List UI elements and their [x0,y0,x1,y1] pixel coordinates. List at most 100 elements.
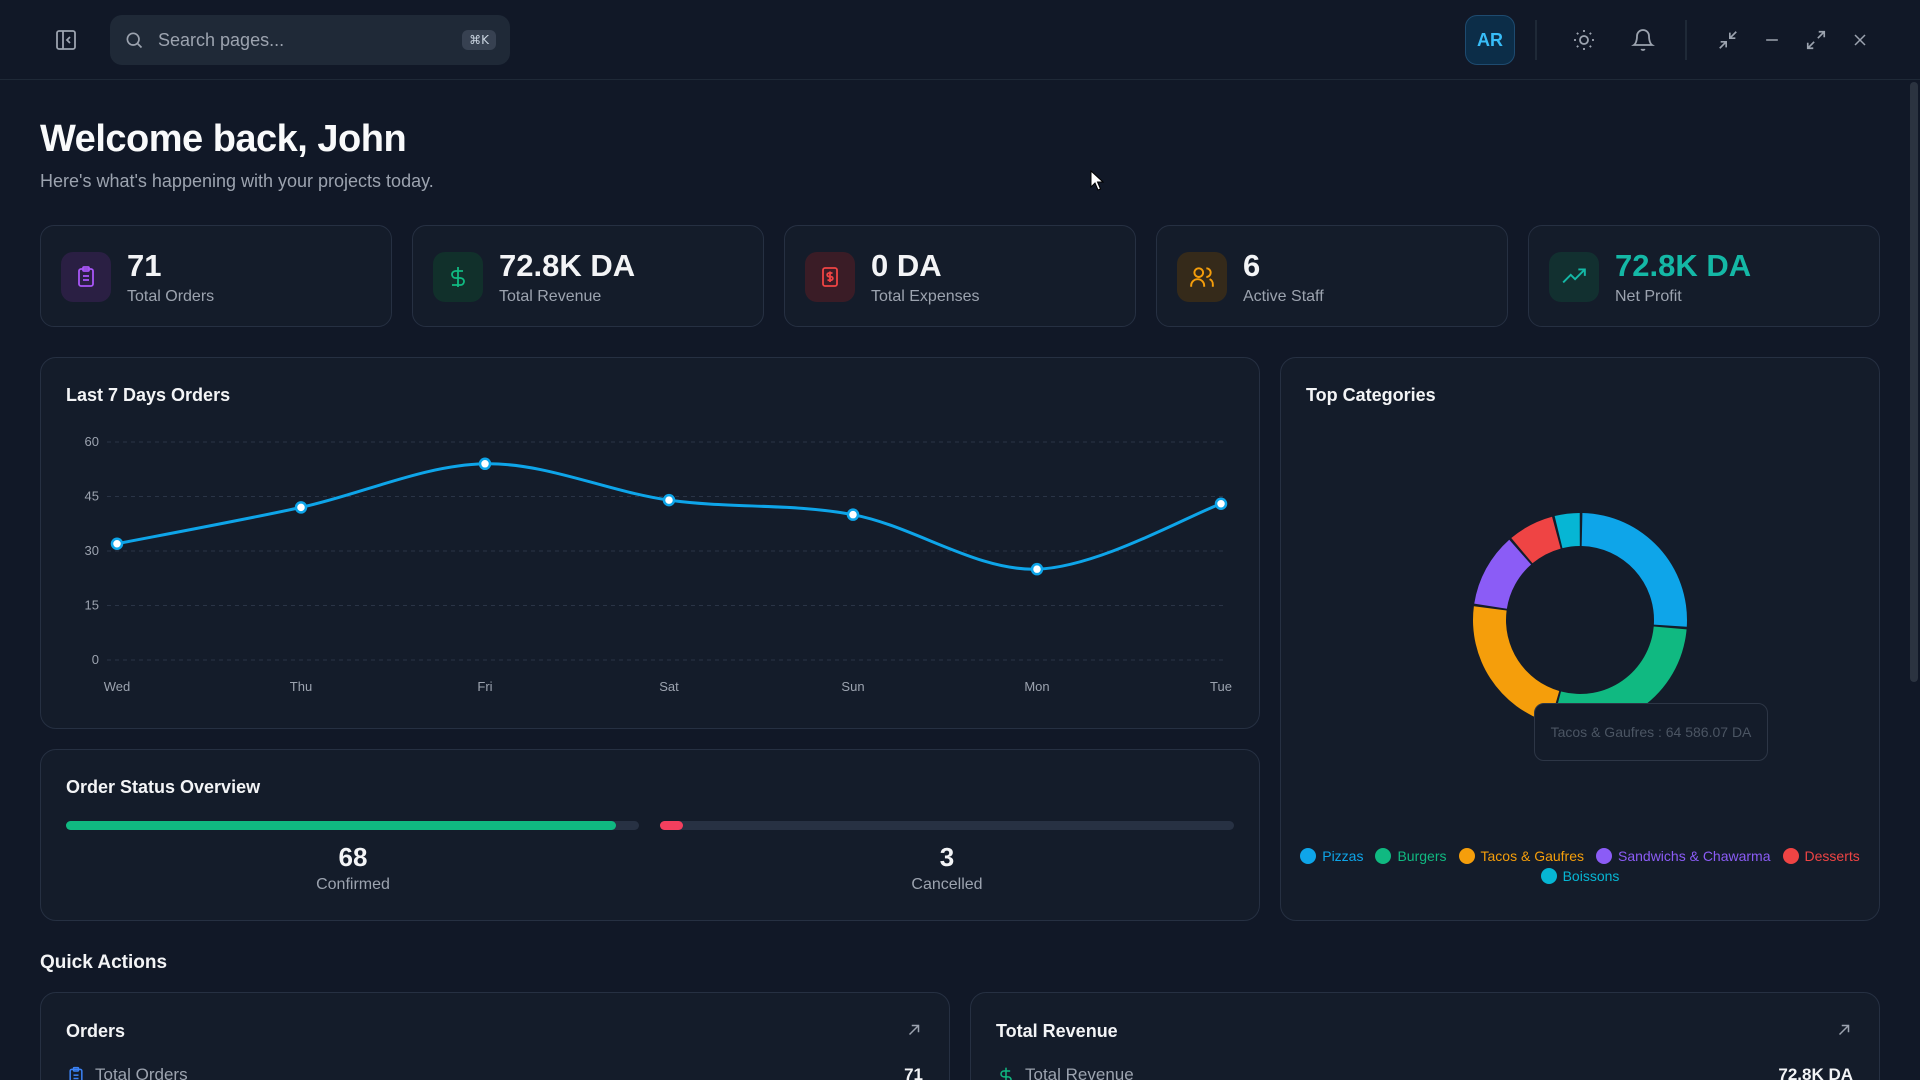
cancelled-count: 3 [939,842,955,872]
arrow-up-right-icon[interactable] [905,1021,923,1039]
data-point[interactable] [1030,562,1044,576]
stat-value: 72.8K DA [1615,248,1752,283]
x-tick-label: Sat [659,679,679,694]
legend-item-tacos[interactable]: Tacos & Gaufres [1458,848,1584,864]
trending-up-icon [1562,268,1586,284]
chart-tooltip: Tacos & Gaufres : 64 586.07 DA [1534,703,1768,761]
stat-card-total-expenses[interactable]: 0 DA Total Expenses [784,225,1136,327]
sidebar-toggle-button[interactable] [48,22,84,58]
exit-fullscreen-button[interactable] [1710,22,1746,58]
stat-icon-bg [433,252,483,302]
legend-label: Desserts [1804,848,1860,864]
order-status-title: Order Status Overview [66,777,261,797]
maximize-window-button[interactable] [1798,22,1834,58]
x-tick-label: Thu [290,679,312,694]
close-window-button[interactable] [1842,22,1878,58]
quick-actions-title: Quick Actions [40,952,168,973]
order-status-panel: Order Status Overview [40,749,1260,921]
orders-line-chart: 0 15 30 45 60 Wed Thu Fri Sat Sun Mon Tue [85,434,1232,694]
categories-chart-panel: Top Categories [1280,357,1880,921]
sun-icon [1574,30,1594,50]
legend-swatch [1375,848,1392,864]
search-input[interactable] [158,29,463,51]
scrollbar[interactable] [1910,82,1918,682]
legend-item-desserts[interactable]: Desserts [1782,848,1860,864]
quick-action-revenue[interactable]: Total Revenue Total Revenue 72.8K DA [970,992,1880,1080]
stat-card-net-profit[interactable]: 72.8K DA Net Profit [1528,225,1880,327]
stat-label: Active Staff [1243,288,1324,305]
notifications-button[interactable] [1625,22,1661,58]
categories-chart-title: Top Categories [1306,385,1436,405]
data-point[interactable] [846,508,860,521]
arrow-up-right-icon[interactable] [1835,1021,1853,1039]
legend-label: Burgers [1397,848,1447,864]
confirmed-count: 68 [338,842,368,872]
x-tick-label: Wed [104,679,131,694]
legend-item-burgers[interactable]: Burgers [1375,848,1447,864]
stat-label: Net Profit [1615,288,1682,305]
quick-action-orders[interactable]: Orders Total Orders 71 [40,992,950,1080]
data-point[interactable] [294,501,308,514]
data-point[interactable] [110,537,124,550]
cancelled-label: Cancelled [911,876,983,893]
y-tick-label: 15 [85,598,99,613]
legend-swatch [1300,848,1317,864]
data-point[interactable] [478,457,492,471]
search-shortcut-badge: ⌘K [462,30,496,50]
minimize-window-button[interactable] [1754,22,1790,58]
stat-label: Total Revenue [499,288,602,305]
theme-toggle-button[interactable] [1566,22,1602,58]
dollar-icon [1000,1067,1012,1080]
legend-swatch [1596,848,1612,864]
search-bar[interactable]: ⌘K [110,15,510,65]
y-tick-label: 30 [85,543,99,558]
legend-item-sandwichs[interactable]: Sandwichs & Chawarma [1596,848,1771,864]
receipt-icon [822,267,838,287]
donut-slice[interactable] [1474,539,1532,609]
donut-slice[interactable] [1552,626,1687,727]
y-tick-label: 0 [92,652,99,667]
close-icon [1854,34,1866,46]
quick-action-row-label: Total Revenue [1025,1065,1134,1080]
dollar-icon [451,267,465,287]
confirmed-progress-bar [66,821,639,830]
donut-slice[interactable] [1473,606,1560,723]
donut-slice[interactable] [1554,513,1580,549]
categories-donut-chart [1473,513,1687,727]
legend-item-boissons[interactable]: Boissons [1540,868,1620,884]
legend-swatch [1458,848,1475,864]
stat-value: 0 DA [871,248,942,283]
stat-card-active-staff[interactable]: 6 Active Staff [1156,225,1508,327]
maximize-icon [1806,30,1826,50]
cancelled-progress-fill [660,821,683,830]
x-tick-label: Sun [841,679,864,694]
stat-label: Total Orders [127,288,215,305]
orders-chart-title: Last 7 Days Orders [66,385,231,405]
stat-card-total-revenue[interactable]: 72.8K DA Total Revenue [412,225,764,327]
clipboard-icon [69,1066,83,1080]
stat-icon-bg [1177,252,1227,302]
search-icon [126,32,143,49]
donut-slice[interactable] [1581,513,1687,627]
stat-label: Total Expenses [871,288,980,305]
data-point[interactable] [1214,497,1228,511]
sidebar-toggle-icon [56,30,76,50]
donut-slice[interactable] [1511,516,1561,564]
avatar[interactable]: AR [1465,15,1515,65]
stat-icon-bg [61,252,111,302]
legend-swatch [1782,848,1799,864]
stat-value: 6 [1243,248,1261,283]
legend-item-pizzas[interactable]: Pizzas [1300,848,1363,864]
stat-card-total-orders[interactable]: 71 Total Orders [40,225,392,327]
x-tick-label: Tue [1210,679,1232,694]
data-point[interactable] [662,493,676,507]
quick-action-title: Total Revenue [996,1021,1118,1041]
quick-action-row-value: 71 [904,1065,923,1080]
legend-label: Boissons [1562,868,1620,884]
legend-label: Pizzas [1322,848,1364,864]
quick-action-title: Orders [66,1021,126,1041]
minimize-screen-icon [1719,31,1737,49]
page-subtitle: Here's what's happening with your projec… [40,171,434,191]
x-tick-label: Fri [477,679,492,694]
clipboard-icon [78,266,94,287]
